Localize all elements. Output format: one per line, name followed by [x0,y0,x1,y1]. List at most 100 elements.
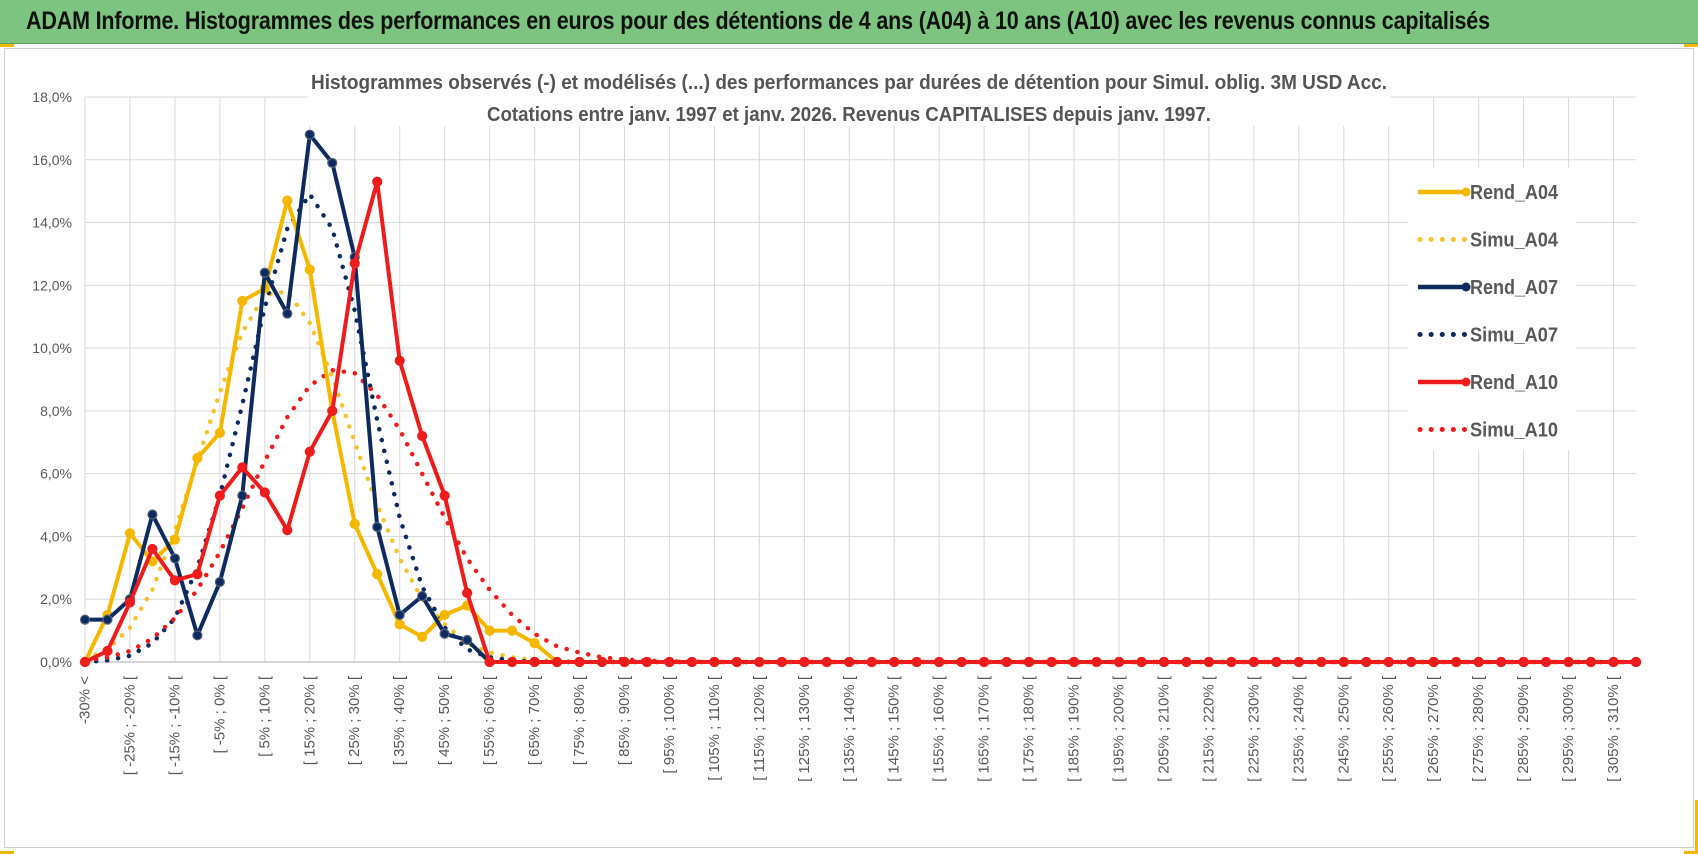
point-Rend_A10 [282,525,293,536]
point-Rend_A04 [506,625,518,636]
point-Rend_A10 [1338,656,1349,668]
x-tick-label: [ 235% ; 240% [ [1290,675,1307,782]
legend-marker-Rend_A04 [1461,187,1471,197]
point-Rend_A10 [1091,656,1102,668]
point-Rend_A07 [79,614,91,625]
point-Rend_A10 [731,656,742,668]
x-tick-label: [ 255% ; 260% [ [1380,675,1397,782]
point-Rend_A10 [506,656,518,668]
point-Rend_A04 [417,631,428,642]
point-Rend_A04 [124,528,136,539]
x-tick-label: [ 25% ; 30% [ [346,675,363,765]
x-tick-label: [ 45% ; 50% [ [436,675,453,765]
point-Rend_A07 [372,521,383,533]
corner-mark-top-left [0,44,14,47]
report-banner: ADAM Informe. Histogrammes des performan… [0,0,1698,44]
point-Rend_A10 [979,656,990,668]
point-Rend_A10 [1473,656,1484,668]
point-Rend_A10 [327,405,338,416]
point-Rend_A10 [1271,656,1282,668]
point-Rend_A10 [1540,656,1552,668]
x-tick-label: [ 225% ; 230% [ [1245,675,1262,782]
legend: Rend_A04 Simu_A04 Rend_A07 Simu_A07 Rend_A10… [1417,182,1559,442]
point-Rend_A10 [889,656,900,668]
point-Rend_A10 [776,656,787,668]
y-tick-label: 8,0% [40,403,72,419]
point-Rend_A10 [686,656,698,668]
legend-label: Rend_A10 [1470,372,1558,394]
x-tick-label: [ 145% ; 150% [ [886,675,903,782]
x-tick-label: [ 105% ; 110% [ [706,675,723,781]
point-Rend_A10 [439,490,450,501]
point-Rend_A10 [1428,656,1439,668]
point-Rend_A04 [394,619,405,630]
x-tick-label: [ 285% ; 290% [ [1515,675,1532,782]
x-tick-label: [ 265% ; 270% [ [1425,675,1442,782]
point-Rend_A07 [439,628,450,639]
point-Rend_A10 [1406,656,1417,668]
point-Rend_A10 [79,656,91,668]
series-layer [79,129,1642,668]
chart-area [4,48,1694,848]
point-Rend_A10 [1451,656,1462,668]
x-tick-label: [ 205% ; 210% [ [1155,675,1172,782]
x-tick-label: [ 305% ; 310% [ [1605,675,1622,782]
point-Rend_A04 [372,569,383,580]
point-Rend_A07 [147,509,158,520]
legend-label: Simu_A10 [1470,420,1558,442]
point-Rend_A10 [169,575,181,586]
point-Rend_A10 [596,656,608,668]
legend-label: Simu_A07 [1470,325,1558,347]
point-Rend_A10 [349,258,360,269]
x-tick-label: [ 135% ; 140% [ [841,675,858,782]
x-tick-label: [ -25% ; -20% [ [121,675,138,775]
point-Rend_A07 [462,634,473,646]
point-Rend_A10 [372,176,383,187]
point-Rend_A07 [417,590,428,602]
point-Rend_A10 [619,656,630,668]
point-Rend_A07 [282,308,293,319]
point-Rend_A10 [1630,656,1642,668]
point-Rend_A10 [102,645,113,657]
grid-layer [84,96,1636,663]
point-Rend_A10 [911,656,922,668]
point-Rend_A10 [1248,656,1259,668]
series-line-Rend_A07 [85,132,1636,664]
y-tick-label: 18,0% [32,89,72,105]
x-tick-label: [ 155% ; 160% [ [931,675,948,782]
chart-title: Histogrammes observés (-) et modélisés (… [311,72,1387,94]
point-Rend_A10 [1113,656,1125,668]
point-Rend_A10 [1585,656,1597,668]
x-tick-label: [ 295% ; 300% [ [1560,675,1577,782]
x-axis: -30% < [ -25% ; -20% [[ -15% ; -10% [[ -5… [77,675,1623,782]
series-line-Simu_A10 [82,367,1639,665]
series-line-Rend_A10 [84,179,1636,664]
point-Rend_A04 [484,625,495,636]
x-tick-label: [ 95% ; 100% [ [661,675,678,773]
point-Rend_A07 [259,267,270,278]
point-Rend_A10 [237,462,248,473]
x-tick-label: [ 35% ; 40% [ [391,675,408,765]
point-Rend_A10 [529,656,540,668]
point-Rend_A07 [169,553,181,564]
x-tick-label: [ 175% ; 180% [ [1021,675,1038,782]
point-Rend_A04 [237,295,248,307]
point-Rend_A10 [956,656,967,668]
point-Rend_A10 [147,543,158,555]
x-tick-label: [ 65% ; 70% [ [526,675,543,765]
x-tick-label: [ 245% ; 250% [ [1335,675,1352,782]
point-Rend_A10 [394,355,405,366]
point-Rend_A10 [1383,656,1394,668]
y-tick-label: 0,0% [40,654,72,670]
point-Rend_A07 [102,614,113,625]
corner-mark-bottom-left [0,851,14,854]
point-Rend_A10 [1496,656,1507,668]
point-Rend_A10 [1293,656,1304,668]
corner-mark-right-edge [1695,800,1698,854]
point-Rend_A10 [1068,656,1080,668]
point-Rend_A10 [934,656,945,668]
point-Rend_A10 [1023,656,1035,668]
point-Rend_A07 [394,609,405,621]
point-Rend_A10 [664,656,675,668]
